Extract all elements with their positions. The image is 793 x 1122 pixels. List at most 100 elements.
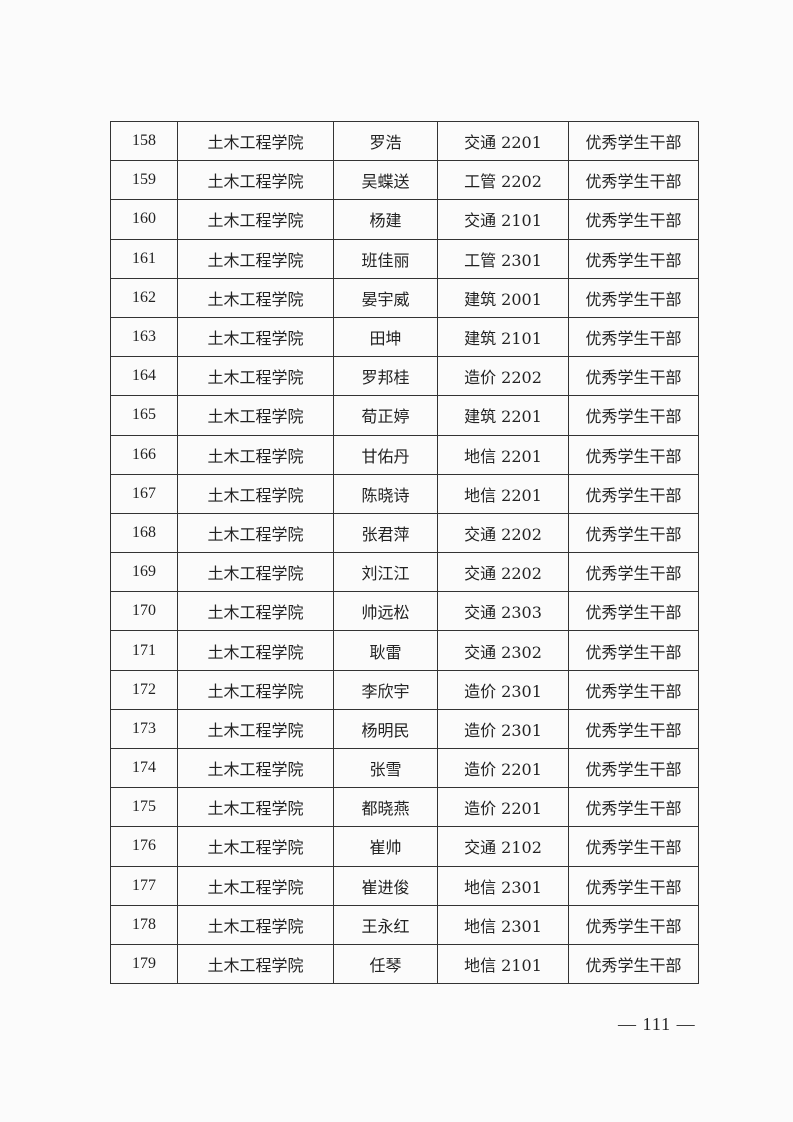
- student-name-cell: 王永红: [333, 904, 438, 945]
- college-cell: 土木工程学院: [177, 708, 334, 750]
- award-cell: 优秀学生干部: [568, 591, 699, 632]
- class-cell: 交通 2102: [437, 826, 569, 867]
- row-number-cell: 171: [110, 630, 178, 671]
- class-cell: 建筑 2101: [437, 316, 569, 358]
- table-row: 160 土木工程学院 杨建 交通 2101 优秀学生干部: [110, 199, 699, 240]
- table-row: 175 土木工程学院 都晓燕 造价 2201 优秀学生干部: [110, 787, 699, 828]
- award-cell: 优秀学生干部: [568, 669, 699, 710]
- college-cell: 土木工程学院: [177, 552, 334, 593]
- student-name-cell: 刘江江: [333, 552, 438, 593]
- student-name-cell: 甘佑丹: [333, 434, 438, 475]
- table-row: 172 土木工程学院 李欣宇 造价 2301 优秀学生干部: [110, 669, 699, 710]
- class-cell: 地信 2201: [437, 434, 569, 475]
- class-cell: 地信 2301: [437, 865, 569, 906]
- student-name-cell: 耿雷: [333, 630, 438, 671]
- college-cell: 土木工程学院: [177, 747, 334, 789]
- college-cell: 土木工程学院: [177, 238, 334, 279]
- row-number-cell: 172: [110, 669, 178, 710]
- student-name-cell: 班佳丽: [333, 238, 438, 279]
- table-row: 167 土木工程学院 陈晓诗 地信 2201 优秀学生干部: [110, 473, 699, 514]
- row-number-cell: 176: [110, 826, 178, 867]
- award-cell: 优秀学生干部: [568, 787, 699, 828]
- student-name-cell: 帅远松: [333, 591, 438, 632]
- college-cell: 土木工程学院: [177, 277, 334, 318]
- table-row: 168 土木工程学院 张君萍 交通 2202 优秀学生干部: [110, 512, 699, 554]
- class-cell: 造价 2301: [437, 708, 569, 750]
- award-cell: 优秀学生干部: [568, 356, 699, 397]
- row-number-cell: 177: [110, 865, 178, 906]
- class-cell: 工管 2301: [437, 238, 569, 279]
- table-row: 165 土木工程学院 荀正婷 建筑 2201 优秀学生干部: [110, 395, 699, 436]
- class-cell: 造价 2202: [437, 356, 569, 397]
- table-row: 177 土木工程学院 崔进俊 地信 2301 优秀学生干部: [110, 865, 699, 906]
- award-cell: 优秀学生干部: [568, 160, 699, 201]
- college-cell: 土木工程学院: [177, 630, 334, 671]
- class-cell: 交通 2101: [437, 199, 569, 240]
- award-cell: 优秀学生干部: [568, 630, 699, 671]
- college-cell: 土木工程学院: [177, 356, 334, 397]
- college-cell: 土木工程学院: [177, 316, 334, 358]
- award-cell: 优秀学生干部: [568, 434, 699, 475]
- student-name-cell: 崔进俊: [333, 865, 438, 906]
- table-row: 173 土木工程学院 杨明民 造价 2301 优秀学生干部: [110, 708, 699, 750]
- student-name-cell: 张君萍: [333, 512, 438, 554]
- row-number-cell: 173: [110, 708, 178, 750]
- award-cell: 优秀学生干部: [568, 120, 699, 162]
- table-row: 171 土木工程学院 耿雷 交通 2302 优秀学生干部: [110, 630, 699, 671]
- student-name-cell: 罗邦桂: [333, 356, 438, 397]
- student-name-cell: 田坤: [333, 316, 438, 358]
- class-cell: 交通 2303: [437, 591, 569, 632]
- college-cell: 土木工程学院: [177, 199, 334, 240]
- row-number-cell: 175: [110, 787, 178, 828]
- class-cell: 交通 2302: [437, 630, 569, 671]
- row-number-cell: 162: [110, 277, 178, 318]
- table-row: 169 土木工程学院 刘江江 交通 2202 优秀学生干部: [110, 552, 699, 593]
- college-cell: 土木工程学院: [177, 473, 334, 514]
- table-row: 161 土木工程学院 班佳丽 工管 2301 优秀学生干部: [110, 238, 699, 279]
- student-name-cell: 吴蝶送: [333, 160, 438, 201]
- class-cell: 造价 2201: [437, 787, 569, 828]
- college-cell: 土木工程学院: [177, 395, 334, 436]
- award-cell: 优秀学生干部: [568, 199, 699, 240]
- award-cell: 优秀学生干部: [568, 552, 699, 593]
- table-row: 158 土木工程学院 罗浩 交通 2201 优秀学生干部: [110, 120, 699, 162]
- award-cell: 优秀学生干部: [568, 473, 699, 514]
- college-cell: 土木工程学院: [177, 669, 334, 710]
- college-cell: 土木工程学院: [177, 904, 334, 945]
- class-cell: 地信 2201: [437, 473, 569, 514]
- row-number-cell: 159: [110, 160, 178, 201]
- award-cell: 优秀学生干部: [568, 708, 699, 750]
- award-cell: 优秀学生干部: [568, 904, 699, 945]
- row-number-cell: 163: [110, 316, 178, 358]
- award-cell: 优秀学生干部: [568, 512, 699, 554]
- student-name-cell: 杨建: [333, 199, 438, 240]
- table-row: 174 土木工程学院 张雪 造价 2201 优秀学生干部: [110, 747, 699, 789]
- row-number-cell: 178: [110, 904, 178, 945]
- award-cell: 优秀学生干部: [568, 316, 699, 358]
- class-cell: 建筑 2001: [437, 277, 569, 318]
- college-cell: 土木工程学院: [177, 160, 334, 201]
- college-cell: 土木工程学院: [177, 865, 334, 906]
- row-number-cell: 169: [110, 552, 178, 593]
- awards-table: 158 土木工程学院 罗浩 交通 2201 优秀学生干部 159 土木工程学院 吴蝶送 工管 2…: [110, 120, 699, 985]
- row-number-cell: 161: [110, 238, 178, 279]
- award-cell: 优秀学生干部: [568, 277, 699, 318]
- student-name-cell: 都晓燕: [333, 787, 438, 828]
- award-cell: 优秀学生干部: [568, 747, 699, 789]
- class-cell: 交通 2201: [437, 120, 569, 162]
- class-cell: 造价 2201: [437, 747, 569, 789]
- award-cell: 优秀学生干部: [568, 826, 699, 867]
- student-name-cell: 崔帅: [333, 826, 438, 867]
- row-number-cell: 170: [110, 591, 178, 632]
- student-name-cell: 张雪: [333, 747, 438, 789]
- row-number-cell: 160: [110, 199, 178, 240]
- college-cell: 土木工程学院: [177, 826, 334, 867]
- table-row: 164 土木工程学院 罗邦桂 造价 2202 优秀学生干部: [110, 356, 699, 397]
- award-cell: 优秀学生干部: [568, 395, 699, 436]
- college-cell: 土木工程学院: [177, 943, 334, 985]
- class-cell: 工管 2202: [437, 160, 569, 201]
- student-name-cell: 任琴: [333, 943, 438, 985]
- student-name-cell: 荀正婷: [333, 395, 438, 436]
- table-row: 166 土木工程学院 甘佑丹 地信 2201 优秀学生干部: [110, 434, 699, 475]
- row-number-cell: 167: [110, 473, 178, 514]
